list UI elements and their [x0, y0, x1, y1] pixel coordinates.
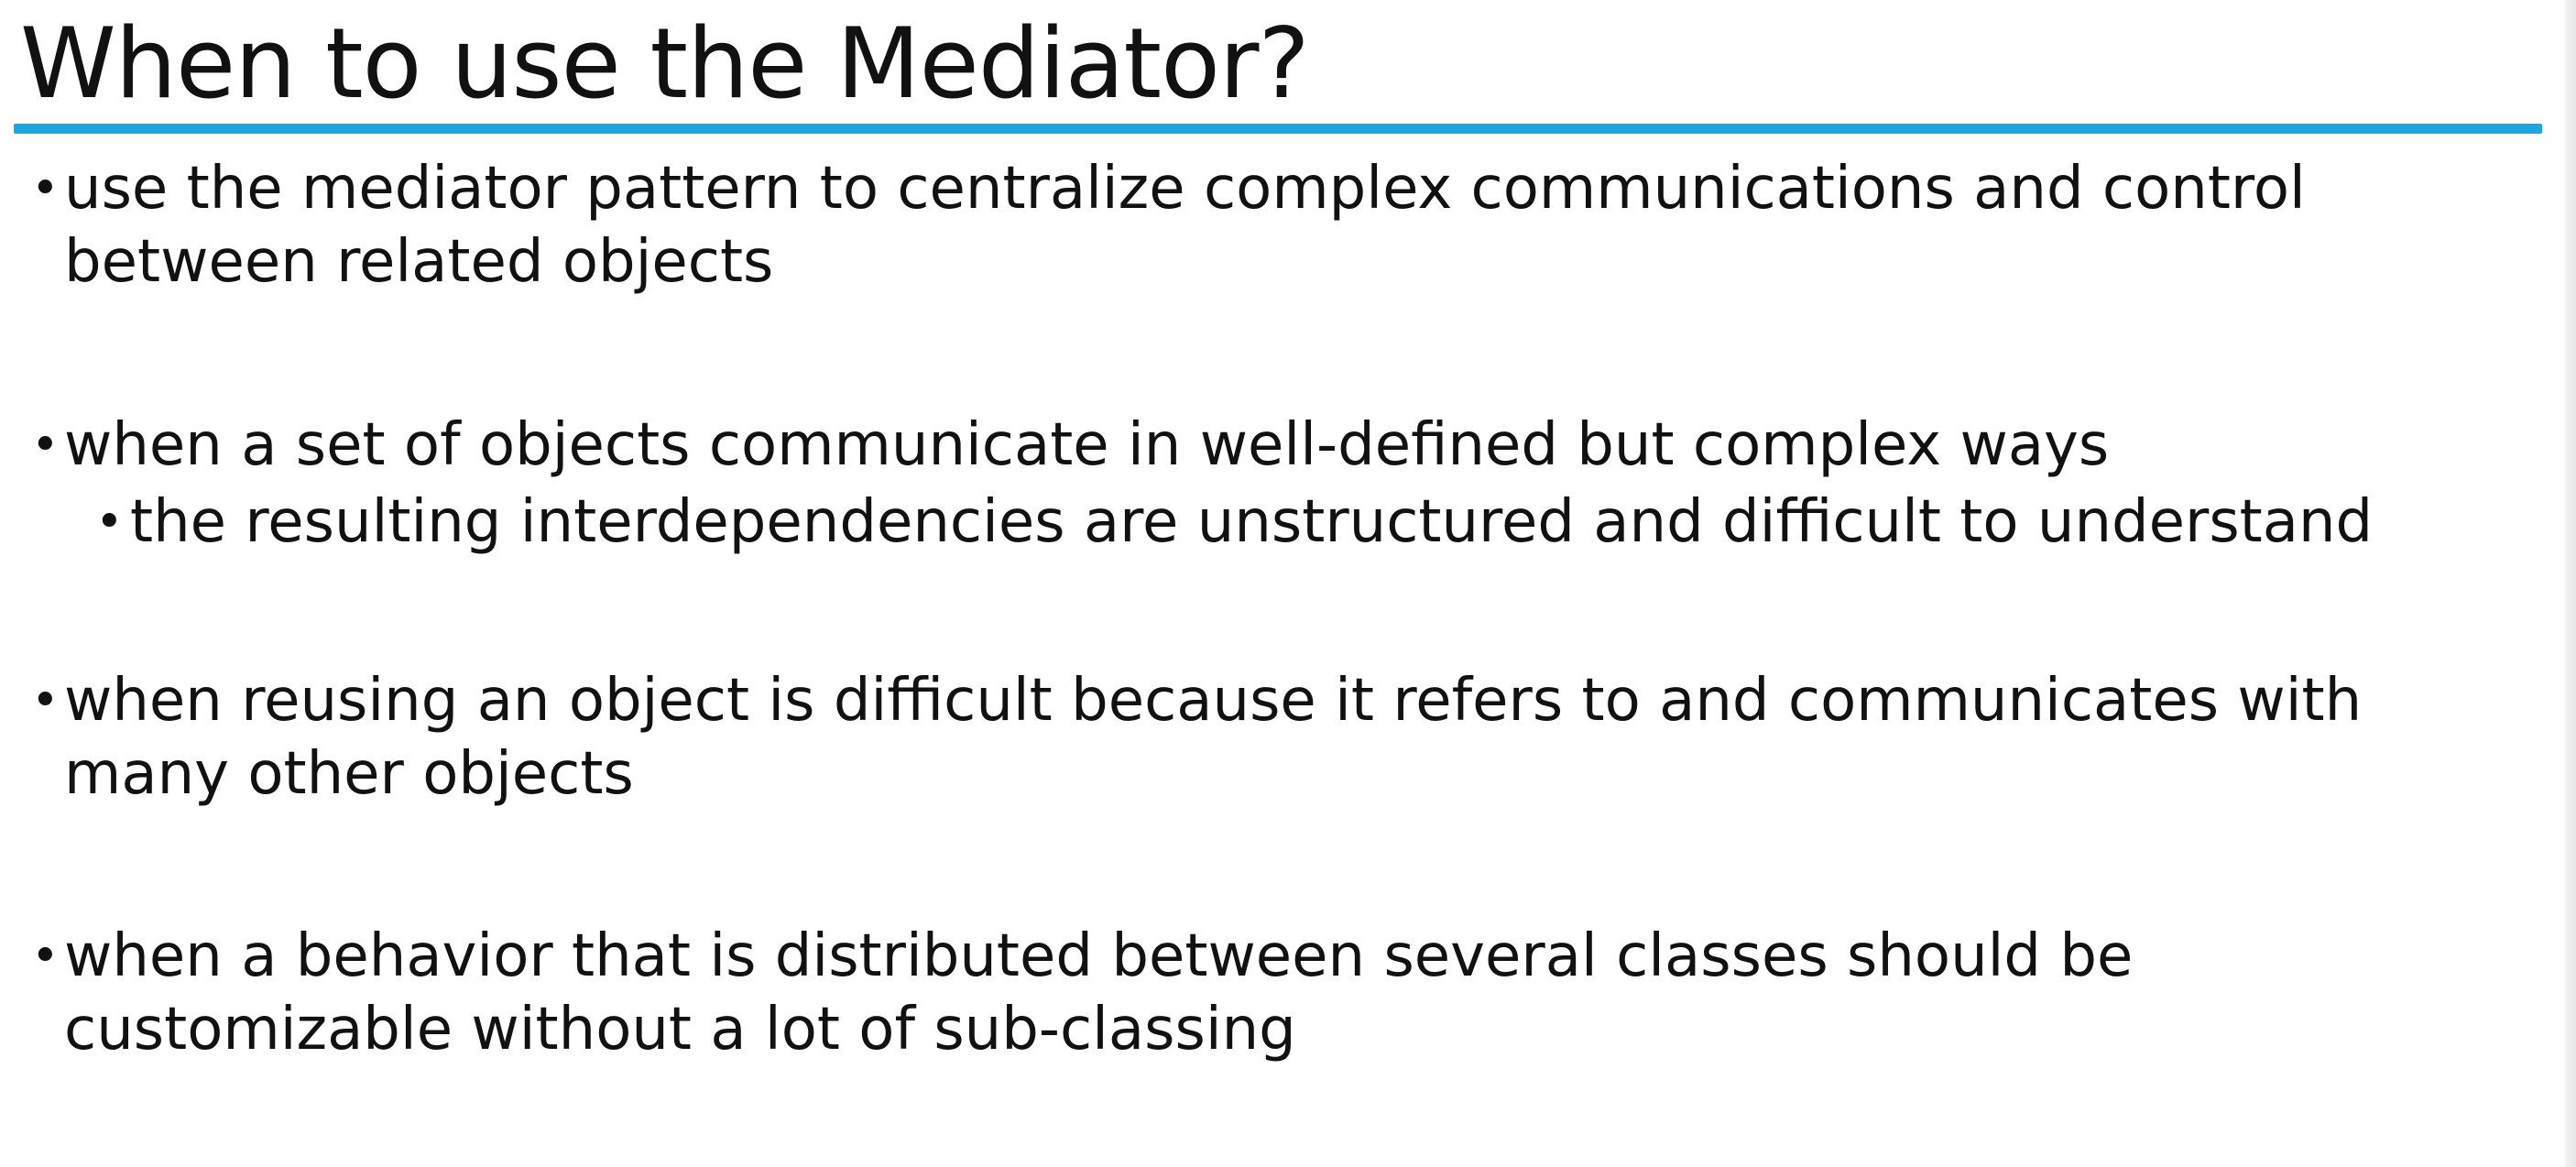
bullet-item-centralize: • use the mediator pattern to centralize…: [0, 152, 2528, 299]
bullet-text: when a behavior that is distributed betw…: [64, 922, 2134, 1063]
bullet-item-behavior: • when a behavior that is distributed be…: [0, 920, 2528, 1066]
bullet-text: when a set of objects communicate in wel…: [64, 411, 2110, 479]
bullet-item-well-defined: • when a set of objects communicate in w…: [0, 409, 2528, 482]
bullet-item-reusing: • when reusing an object is difficult be…: [0, 664, 2528, 811]
bullet-text: when reusing an object is difficult beca…: [64, 667, 2363, 808]
bullet-marker: •: [31, 161, 60, 216]
sub-bullet-marker: •: [95, 495, 124, 550]
sub-bullet-item-interdependencies: • the resulting interdependencies are un…: [0, 485, 2528, 559]
bullet-text: use the mediator pattern to centralize c…: [64, 155, 2306, 296]
slide-edge-shadow: [2563, 0, 2576, 1167]
bullet-marker: •: [31, 418, 60, 473]
slide-title: When to use the Mediator?: [20, 7, 1310, 120]
title-underline-divider: [14, 124, 2542, 134]
bullet-marker: •: [31, 673, 60, 728]
bullet-marker: •: [31, 929, 60, 984]
sub-bullet-text: the resulting interdependencies are unst…: [130, 488, 2374, 556]
